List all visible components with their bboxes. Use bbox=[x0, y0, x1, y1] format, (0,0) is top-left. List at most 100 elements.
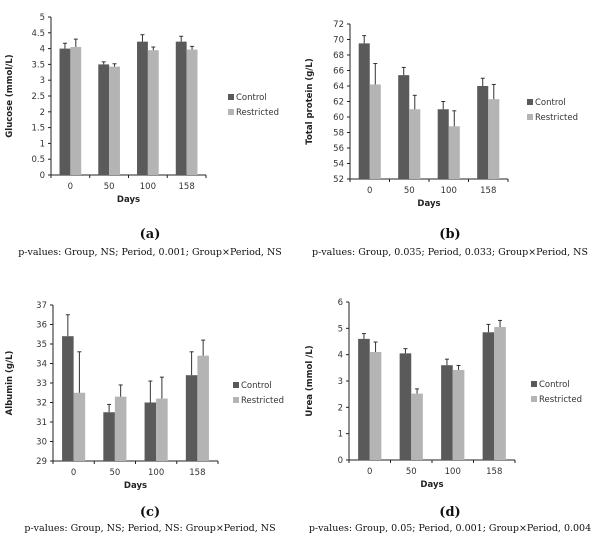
y-tick-label: 36 bbox=[36, 321, 47, 331]
y-tick-label: 62 bbox=[333, 98, 344, 108]
y-tick-label: 64 bbox=[333, 82, 344, 92]
y-tick-label: 2.5 bbox=[31, 92, 45, 102]
bar-restricted bbox=[494, 327, 506, 460]
legend-label-restricted: Restricted bbox=[539, 395, 582, 405]
y-tick-label: 52 bbox=[333, 175, 344, 185]
panel-label-c: (c) bbox=[139, 505, 161, 520]
legend-label-restricted: Restricted bbox=[236, 108, 279, 118]
bar-restricted bbox=[197, 355, 209, 461]
bar-control bbox=[358, 338, 370, 460]
bar-restricted bbox=[70, 47, 82, 175]
y-tick-label: 1 bbox=[338, 430, 343, 440]
bar-restricted bbox=[448, 126, 460, 179]
bar-restricted bbox=[114, 396, 127, 461]
x-tick-label: 50 bbox=[104, 182, 115, 192]
y-tick-label: 34 bbox=[36, 360, 47, 370]
pvalues-c: p-values: Group, NS; Period, NS: Group×P… bbox=[24, 523, 276, 534]
x-tick-label: 100 bbox=[441, 186, 457, 196]
y-tick-label: 56 bbox=[333, 144, 344, 154]
bar-restricted bbox=[109, 66, 120, 175]
legend-swatch-control bbox=[527, 99, 533, 105]
legend-swatch-restricted bbox=[531, 396, 537, 402]
y-tick-label: 30 bbox=[36, 438, 47, 448]
x-axis-title: Days bbox=[124, 481, 147, 491]
y-tick-label: 35 bbox=[36, 340, 47, 350]
bar-restricted bbox=[452, 369, 465, 460]
bar-control bbox=[482, 332, 495, 460]
y-tick-label: 3 bbox=[40, 76, 45, 86]
legend-swatch-control bbox=[531, 381, 537, 387]
y-tick-label: 4 bbox=[40, 45, 45, 55]
y-axis-title: Urea (mmol /L) bbox=[305, 345, 315, 416]
y-tick-label: 3.5 bbox=[31, 60, 45, 70]
legend-label-control: Control bbox=[539, 380, 570, 390]
y-axis-title: Total protein (g/L) bbox=[305, 58, 315, 145]
x-tick-label: 100 bbox=[445, 467, 461, 477]
legend-label-restricted: Restricted bbox=[535, 113, 578, 123]
y-tick-label: 3 bbox=[338, 377, 343, 387]
bar-restricted bbox=[73, 392, 86, 461]
y-tick-label: 1 bbox=[40, 139, 45, 149]
y-tick-label: 0.5 bbox=[31, 155, 45, 165]
y-tick-label: 68 bbox=[333, 51, 344, 61]
panel-label-a: (a) bbox=[139, 227, 161, 242]
bar-control bbox=[437, 109, 449, 179]
legend-swatch-restricted bbox=[233, 397, 239, 403]
bar-control bbox=[441, 365, 453, 460]
panel-label-b: (b) bbox=[439, 227, 461, 242]
legend-label-restricted: Restricted bbox=[241, 396, 284, 406]
x-tick-label: 158 bbox=[179, 182, 195, 192]
y-tick-label: 37 bbox=[36, 301, 47, 311]
bar-restricted bbox=[186, 49, 198, 175]
bar-control bbox=[477, 86, 489, 179]
bar-restricted bbox=[369, 352, 382, 460]
pvalues-a: p-values: Group, NS; Period, 0.001; Grou… bbox=[18, 247, 282, 258]
bar-control bbox=[137, 41, 148, 176]
legend-swatch-control bbox=[233, 382, 239, 388]
y-tick-label: 1.5 bbox=[31, 124, 45, 134]
y-tick-label: 66 bbox=[333, 67, 344, 77]
y-tick-label: 29 bbox=[36, 457, 47, 467]
x-axis-title: Days bbox=[417, 199, 440, 209]
y-tick-label: 0 bbox=[338, 456, 343, 466]
pvalues-b: p-values: Group, 0.035; Period, 0.033; G… bbox=[312, 247, 588, 258]
x-tick-label: 0 bbox=[71, 468, 76, 478]
x-tick-label: 0 bbox=[367, 186, 372, 196]
y-tick-label: 6 bbox=[338, 298, 343, 308]
bar-restricted bbox=[369, 84, 381, 179]
x-tick-label: 50 bbox=[404, 186, 415, 196]
x-tick-label: 0 bbox=[68, 182, 73, 192]
y-tick-label: 58 bbox=[333, 129, 344, 139]
x-axis-title: Days bbox=[420, 480, 443, 490]
x-tick-label: 100 bbox=[148, 468, 164, 478]
y-tick-label: 2 bbox=[40, 108, 45, 118]
bar-control bbox=[399, 353, 412, 460]
y-tick-label: 5 bbox=[338, 324, 343, 334]
x-tick-label: 158 bbox=[189, 468, 205, 478]
bar-control bbox=[98, 64, 110, 175]
y-tick-label: 60 bbox=[333, 113, 344, 123]
legend-swatch-control bbox=[228, 94, 234, 100]
y-tick-label: 2 bbox=[338, 403, 343, 413]
legend-swatch-restricted bbox=[228, 109, 234, 115]
y-tick-label: 70 bbox=[333, 36, 344, 46]
x-tick-label: 50 bbox=[406, 467, 417, 477]
y-tick-label: 32 bbox=[36, 399, 47, 409]
y-tick-label: 4 bbox=[338, 351, 343, 361]
bar-control bbox=[358, 43, 370, 179]
bar-control bbox=[185, 375, 198, 461]
x-axis-title: Days bbox=[117, 195, 140, 205]
y-tick-label: 0 bbox=[40, 171, 45, 181]
bar-control bbox=[144, 402, 157, 461]
bar-restricted bbox=[411, 393, 423, 460]
x-tick-label: 50 bbox=[109, 468, 120, 478]
bar-control bbox=[59, 48, 71, 175]
y-tick-label: 72 bbox=[333, 20, 344, 30]
bar-restricted bbox=[156, 398, 168, 461]
pvalues-d: p-values: Group, 0.05; Period, 0.001; Gr… bbox=[308, 523, 592, 534]
legend-swatch-restricted bbox=[527, 114, 533, 120]
y-tick-label: 31 bbox=[36, 418, 47, 428]
y-tick-label: 54 bbox=[333, 160, 344, 170]
x-tick-label: 158 bbox=[486, 467, 502, 477]
